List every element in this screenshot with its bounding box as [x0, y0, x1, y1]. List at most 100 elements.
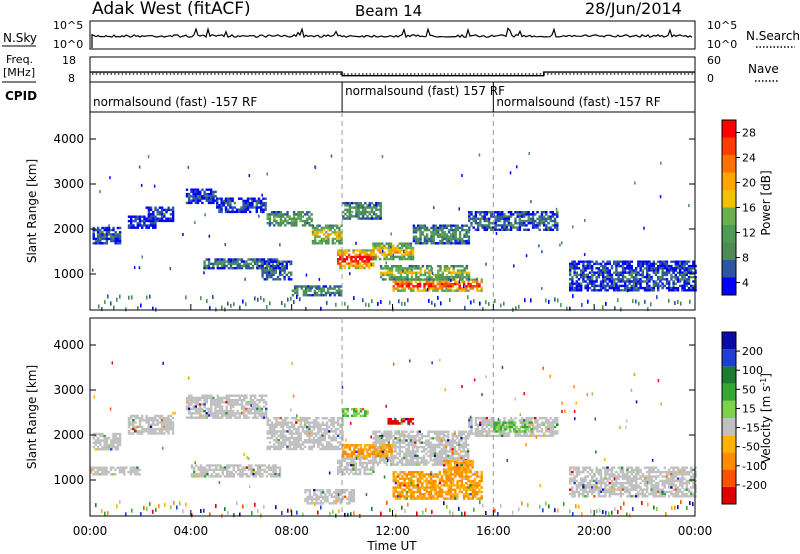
- nsearch-tick-top: 10^5: [707, 19, 737, 32]
- heatmap-cell: [523, 211, 526, 214]
- heatmap-cell: [218, 267, 222, 270]
- heatmap-cell: [416, 459, 419, 462]
- heatmap-cell: [339, 447, 342, 451]
- scatter-cell: [258, 214, 260, 218]
- heatmap-cell: [112, 237, 115, 241]
- heatmap-cell: [194, 416, 197, 419]
- heatmap-cell: [286, 436, 289, 440]
- heatmap-cell: [114, 439, 117, 442]
- heatmap-cell: [445, 473, 448, 476]
- heatmap-cell: [386, 271, 389, 274]
- heatmap-cell: [425, 452, 428, 455]
- heatmap-cell: [207, 264, 211, 268]
- heatmap-cell: [670, 267, 673, 270]
- heatmap-cell: [580, 284, 583, 288]
- heatmap-cell: [551, 434, 555, 437]
- heatmap-cell: [635, 271, 638, 274]
- heatmap-cell: [439, 233, 442, 236]
- heatmap-cell: [436, 233, 440, 236]
- heatmap-cell: [169, 217, 173, 220]
- heatmap-cell: [243, 409, 246, 413]
- heatmap-cell: [588, 280, 592, 283]
- heatmap-cell: [283, 275, 286, 279]
- heatmap-cell: [464, 434, 468, 438]
- heatmap-cell: [192, 190, 195, 194]
- heatmap-cell: [447, 430, 450, 433]
- heatmap-cell: [411, 251, 415, 254]
- heatmap-cell: [470, 419, 473, 422]
- heatmap-cell: [306, 425, 309, 429]
- heatmap-cell: [366, 206, 369, 209]
- heatmap-cell: [118, 231, 122, 234]
- heatmap-cell: [450, 239, 453, 243]
- heatmap-cell: [494, 219, 497, 223]
- heatmap-cell: [205, 396, 208, 400]
- heatmap-cell: [406, 278, 409, 281]
- heatmap-cell: [405, 456, 408, 460]
- heatmap-cell: [430, 242, 433, 245]
- heatmap-cell: [434, 287, 437, 290]
- ground-scatter-cell: [524, 298, 526, 303]
- heatmap-cell: [441, 235, 444, 238]
- heatmap-cell: [381, 448, 385, 451]
- heatmap-cell: [436, 473, 439, 476]
- heatmap-cell: [447, 239, 451, 243]
- heatmap-cell: [303, 224, 307, 227]
- heatmap-cell: [423, 289, 426, 292]
- heatmap-cell: [432, 289, 435, 292]
- heatmap-cell: [421, 224, 424, 227]
- heatmap-cell: [227, 201, 230, 205]
- heatmap-cell: [419, 271, 422, 274]
- heatmap-cell: [357, 202, 360, 205]
- heatmap-cell: [604, 289, 607, 292]
- heatmap-cell: [310, 224, 313, 227]
- heatmap-cell: [330, 430, 333, 433]
- heatmap-cell: [405, 430, 408, 433]
- heatmap-cell: [396, 251, 399, 254]
- heatmap-cell: [538, 228, 541, 231]
- heatmap-cell: [414, 226, 418, 230]
- heatmap-cell: [516, 211, 519, 214]
- heatmap-cell: [668, 267, 671, 270]
- heatmap-cell: [348, 472, 351, 476]
- heatmap-cell: [105, 443, 109, 447]
- heatmap-cell: [301, 441, 305, 444]
- heatmap-cell: [547, 228, 550, 231]
- heatmap-cell: [112, 432, 115, 436]
- heatmap-cell: [247, 267, 250, 270]
- heatmap-cell: [476, 417, 480, 420]
- heatmap-cell: [403, 497, 406, 500]
- heatmap-cell: [188, 201, 191, 205]
- heatmap-cell: [443, 226, 446, 230]
- heatmap-cell: [536, 425, 539, 429]
- heatmap-cell: [283, 271, 286, 274]
- heatmap-cell: [641, 273, 644, 277]
- heatmap-cell: [392, 475, 395, 478]
- heatmap-cell: [221, 407, 224, 411]
- heatmap-cell: [352, 464, 355, 467]
- heatmap-cell: [608, 271, 611, 274]
- heatmap-cell: [545, 228, 548, 231]
- heatmap-cell: [194, 412, 197, 415]
- heatmap-cell: [573, 286, 576, 290]
- heatmap-cell: [281, 428, 285, 431]
- heatmap-cell: [260, 396, 263, 400]
- heatmap-cell: [143, 215, 146, 218]
- heatmap-cell: [414, 456, 417, 460]
- heatmap-cell: [359, 457, 362, 460]
- scatter-cell: [208, 234, 211, 238]
- heatmap-cell: [527, 417, 530, 420]
- heatmap-cell: [379, 446, 382, 449]
- heatmap-cell: [683, 275, 686, 279]
- heatmap-cell: [363, 260, 366, 263]
- heatmap-cell: [292, 447, 296, 451]
- heatmap-cell: [378, 456, 382, 460]
- heatmap-cell: [403, 289, 406, 292]
- heatmap-cell: [411, 246, 415, 250]
- heatmap-cell: [416, 448, 419, 451]
- heatmap-cell: [311, 233, 315, 236]
- heatmap-cell: [299, 443, 302, 446]
- heatmap-cell: [386, 446, 389, 449]
- heatmap-cell: [221, 405, 224, 408]
- heatmap-cell: [329, 291, 332, 295]
